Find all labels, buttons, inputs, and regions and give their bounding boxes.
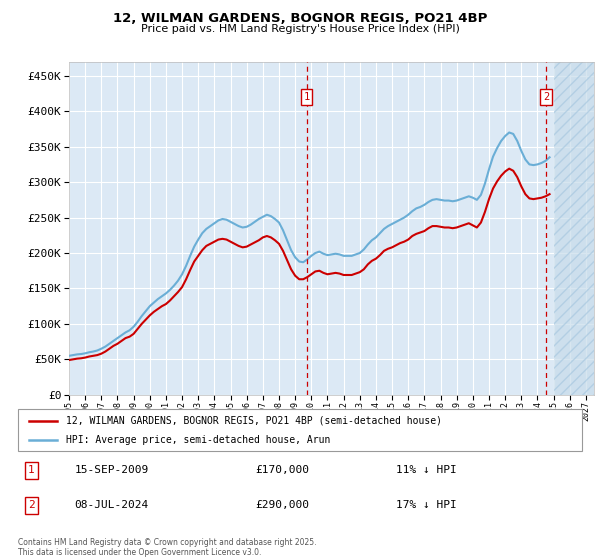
Text: £170,000: £170,000 [255,465,309,475]
Text: 2: 2 [28,501,35,510]
Text: 1: 1 [28,465,35,475]
Text: £290,000: £290,000 [255,501,309,510]
Text: HPI: Average price, semi-detached house, Arun: HPI: Average price, semi-detached house,… [66,435,331,445]
Text: 2: 2 [543,92,549,102]
Text: 12, WILMAN GARDENS, BOGNOR REGIS, PO21 4BP: 12, WILMAN GARDENS, BOGNOR REGIS, PO21 4… [113,12,487,25]
Text: 08-JUL-2024: 08-JUL-2024 [74,501,149,510]
Text: 17% ↓ HPI: 17% ↓ HPI [396,501,457,510]
Bar [554,62,594,395]
Text: Contains HM Land Registry data © Crown copyright and database right 2025.
This d: Contains HM Land Registry data © Crown c… [18,538,317,557]
Text: 11% ↓ HPI: 11% ↓ HPI [396,465,457,475]
Text: 12, WILMAN GARDENS, BOGNOR REGIS, PO21 4BP (semi-detached house): 12, WILMAN GARDENS, BOGNOR REGIS, PO21 4… [66,416,442,426]
Text: 1: 1 [304,92,310,102]
Text: 15-SEP-2009: 15-SEP-2009 [74,465,149,475]
Text: Price paid vs. HM Land Registry's House Price Index (HPI): Price paid vs. HM Land Registry's House … [140,24,460,34]
